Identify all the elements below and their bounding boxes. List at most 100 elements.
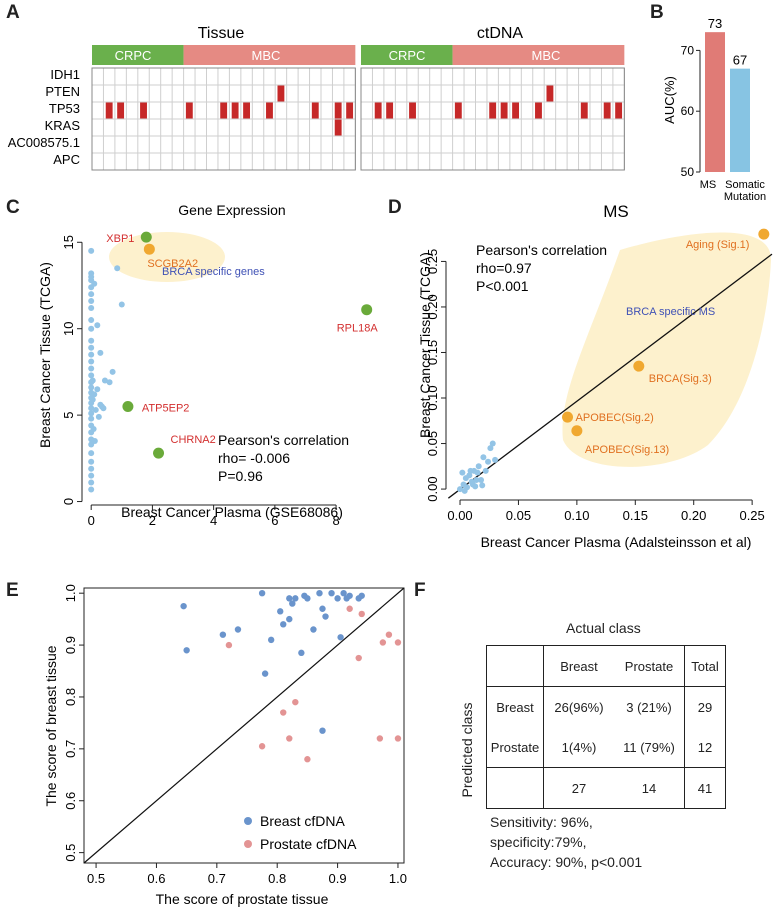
crpc-bar <box>92 45 184 65</box>
f-cell: 29 <box>697 699 713 715</box>
d-highlight-label: APOBEC(Sig.13) <box>585 444 669 456</box>
e-point <box>394 735 402 742</box>
e-point <box>385 631 393 638</box>
e-xtick-label: 0.8 <box>268 871 286 886</box>
gene-labels: IDH1 PTEN TP53 KRAS AC008575.1 APC <box>8 67 81 167</box>
c-stat-line: rho= -0.006 <box>218 450 290 466</box>
d-ytick-label: 0.05 <box>425 431 440 456</box>
heatmap-tissue-title: Tissue <box>198 25 245 42</box>
e-point <box>310 626 317 633</box>
c-point <box>88 325 95 332</box>
e-ylabel: The score of breast tissue <box>43 645 59 806</box>
c-point <box>91 391 98 398</box>
gene-label: PTEN <box>45 84 80 99</box>
svg-text:ctDNA: ctDNA <box>477 25 524 42</box>
mutation-cell <box>535 102 542 119</box>
e-point <box>346 592 353 599</box>
mutation-cell <box>489 102 497 119</box>
panel-b-bar-chart: 50 60 70 73 67 AUC(%) MS Somatic Mutation <box>662 16 766 203</box>
d-ytick-label: 0.25 <box>425 249 440 274</box>
c-point <box>91 280 98 287</box>
mutation-cell <box>220 102 228 119</box>
f-confusion-table: Breast Prostate Total Breast 26(96%) 3 (… <box>486 645 726 809</box>
d-xtick-label: 0.25 <box>739 508 764 523</box>
e-point <box>180 602 187 610</box>
e-point <box>340 589 347 597</box>
mutation-cell <box>409 102 416 119</box>
e-point <box>319 727 326 734</box>
e-ytick-label: 0.5 <box>63 844 78 862</box>
e-ytick-label: 0.6 <box>63 792 78 810</box>
grid-border <box>91 67 356 171</box>
panel-letter-d: D <box>388 197 402 218</box>
mbc-bar <box>452 45 625 65</box>
c-ylabel: Breast Cancer Tissue (TCGA) <box>37 262 53 448</box>
d-specific-region <box>562 232 772 467</box>
b-ytick-label: 50 <box>681 165 695 179</box>
c-point <box>88 415 95 422</box>
e-xtick-label: 1.0 <box>389 871 407 886</box>
c-point <box>88 291 95 298</box>
e-ytick-label: 1.0 <box>63 584 78 602</box>
d-point <box>467 467 474 474</box>
e-ytick-label: 0.8 <box>63 688 78 706</box>
f-header-row: Breast Prostate Total <box>486 645 726 687</box>
d-stat-line: Pearson's correlation <box>476 242 607 258</box>
c-point <box>88 372 95 379</box>
c-point <box>88 298 95 305</box>
e-point <box>277 608 284 615</box>
c-highlight-label: CHRNA2 <box>171 434 216 446</box>
e-point <box>316 589 323 597</box>
e-point <box>358 610 365 618</box>
d-highlight-label: APOBEC(Sig.2) <box>576 412 654 424</box>
crpc-label: CRPC <box>115 48 152 63</box>
d-xtick-label: 0.15 <box>623 508 648 523</box>
mutation-cell <box>334 119 342 136</box>
c-point <box>88 410 95 417</box>
f-actual-class-label: Actual class <box>566 620 641 636</box>
f-cell: 27 <box>571 780 587 796</box>
heatmap-ctdna-title: ctDNA <box>477 25 524 42</box>
c-point <box>88 384 95 391</box>
f-row-prostate: Prostate 1(4%) 11 (79%) 12 <box>486 727 726 768</box>
d-xtick-label: 0.00 <box>447 508 472 523</box>
d-point <box>487 445 494 452</box>
c-point <box>101 377 108 384</box>
mutation-cell <box>454 102 462 119</box>
e-point <box>286 735 293 742</box>
f-metric-line: specificity:79%, <box>490 834 587 850</box>
mutation-cell <box>277 85 285 102</box>
mutation-cell <box>512 102 520 119</box>
e-point <box>292 698 299 706</box>
e-legend-marker <box>244 840 252 848</box>
e-xlabel: The score of prostate tissue <box>156 891 329 907</box>
b-bar <box>730 68 750 172</box>
f-header-cell: Breast <box>543 645 614 687</box>
crpc-bar <box>361 45 453 65</box>
f-row-label: Breast <box>486 686 544 727</box>
panel-c-scatter: Gene Expression 0 5 10 15 0 2 4 6 8 XBP1 SCGB2A2 RP… <box>37 202 378 525</box>
f-cell: 26(96%) <box>554 699 604 715</box>
c-highlight-point <box>122 400 134 412</box>
e-ytick-label: 0.7 <box>63 740 78 758</box>
mutation-cell <box>266 102 273 119</box>
f-cell: 12 <box>684 727 726 768</box>
f-metric-line: Accuracy: 90%, p<0.001 <box>490 854 643 870</box>
e-point <box>289 600 296 607</box>
c-point <box>92 406 99 413</box>
c-highlight-label: XBP1 <box>106 233 134 245</box>
d-point <box>459 469 466 476</box>
mutation-cell <box>546 85 554 102</box>
d-xlabel: Breast Cancer Plasma (Adalsteinsson et a… <box>481 534 752 550</box>
f-corner-cell <box>486 645 544 687</box>
auc-bar-plot: 50 60 70 73 67 <box>681 16 750 179</box>
c-point <box>100 405 107 412</box>
gene-label: AC008575.1 <box>8 135 80 150</box>
e-point <box>304 756 311 763</box>
d-point <box>466 472 473 479</box>
e-xtick-label: 0.5 <box>87 871 105 886</box>
c-xlabel: Breast Cancer Plasma (GSE68086) <box>121 504 343 520</box>
crpc-label: CRPC <box>389 48 426 63</box>
grid-border <box>360 67 625 171</box>
mutation-cell <box>500 102 508 119</box>
